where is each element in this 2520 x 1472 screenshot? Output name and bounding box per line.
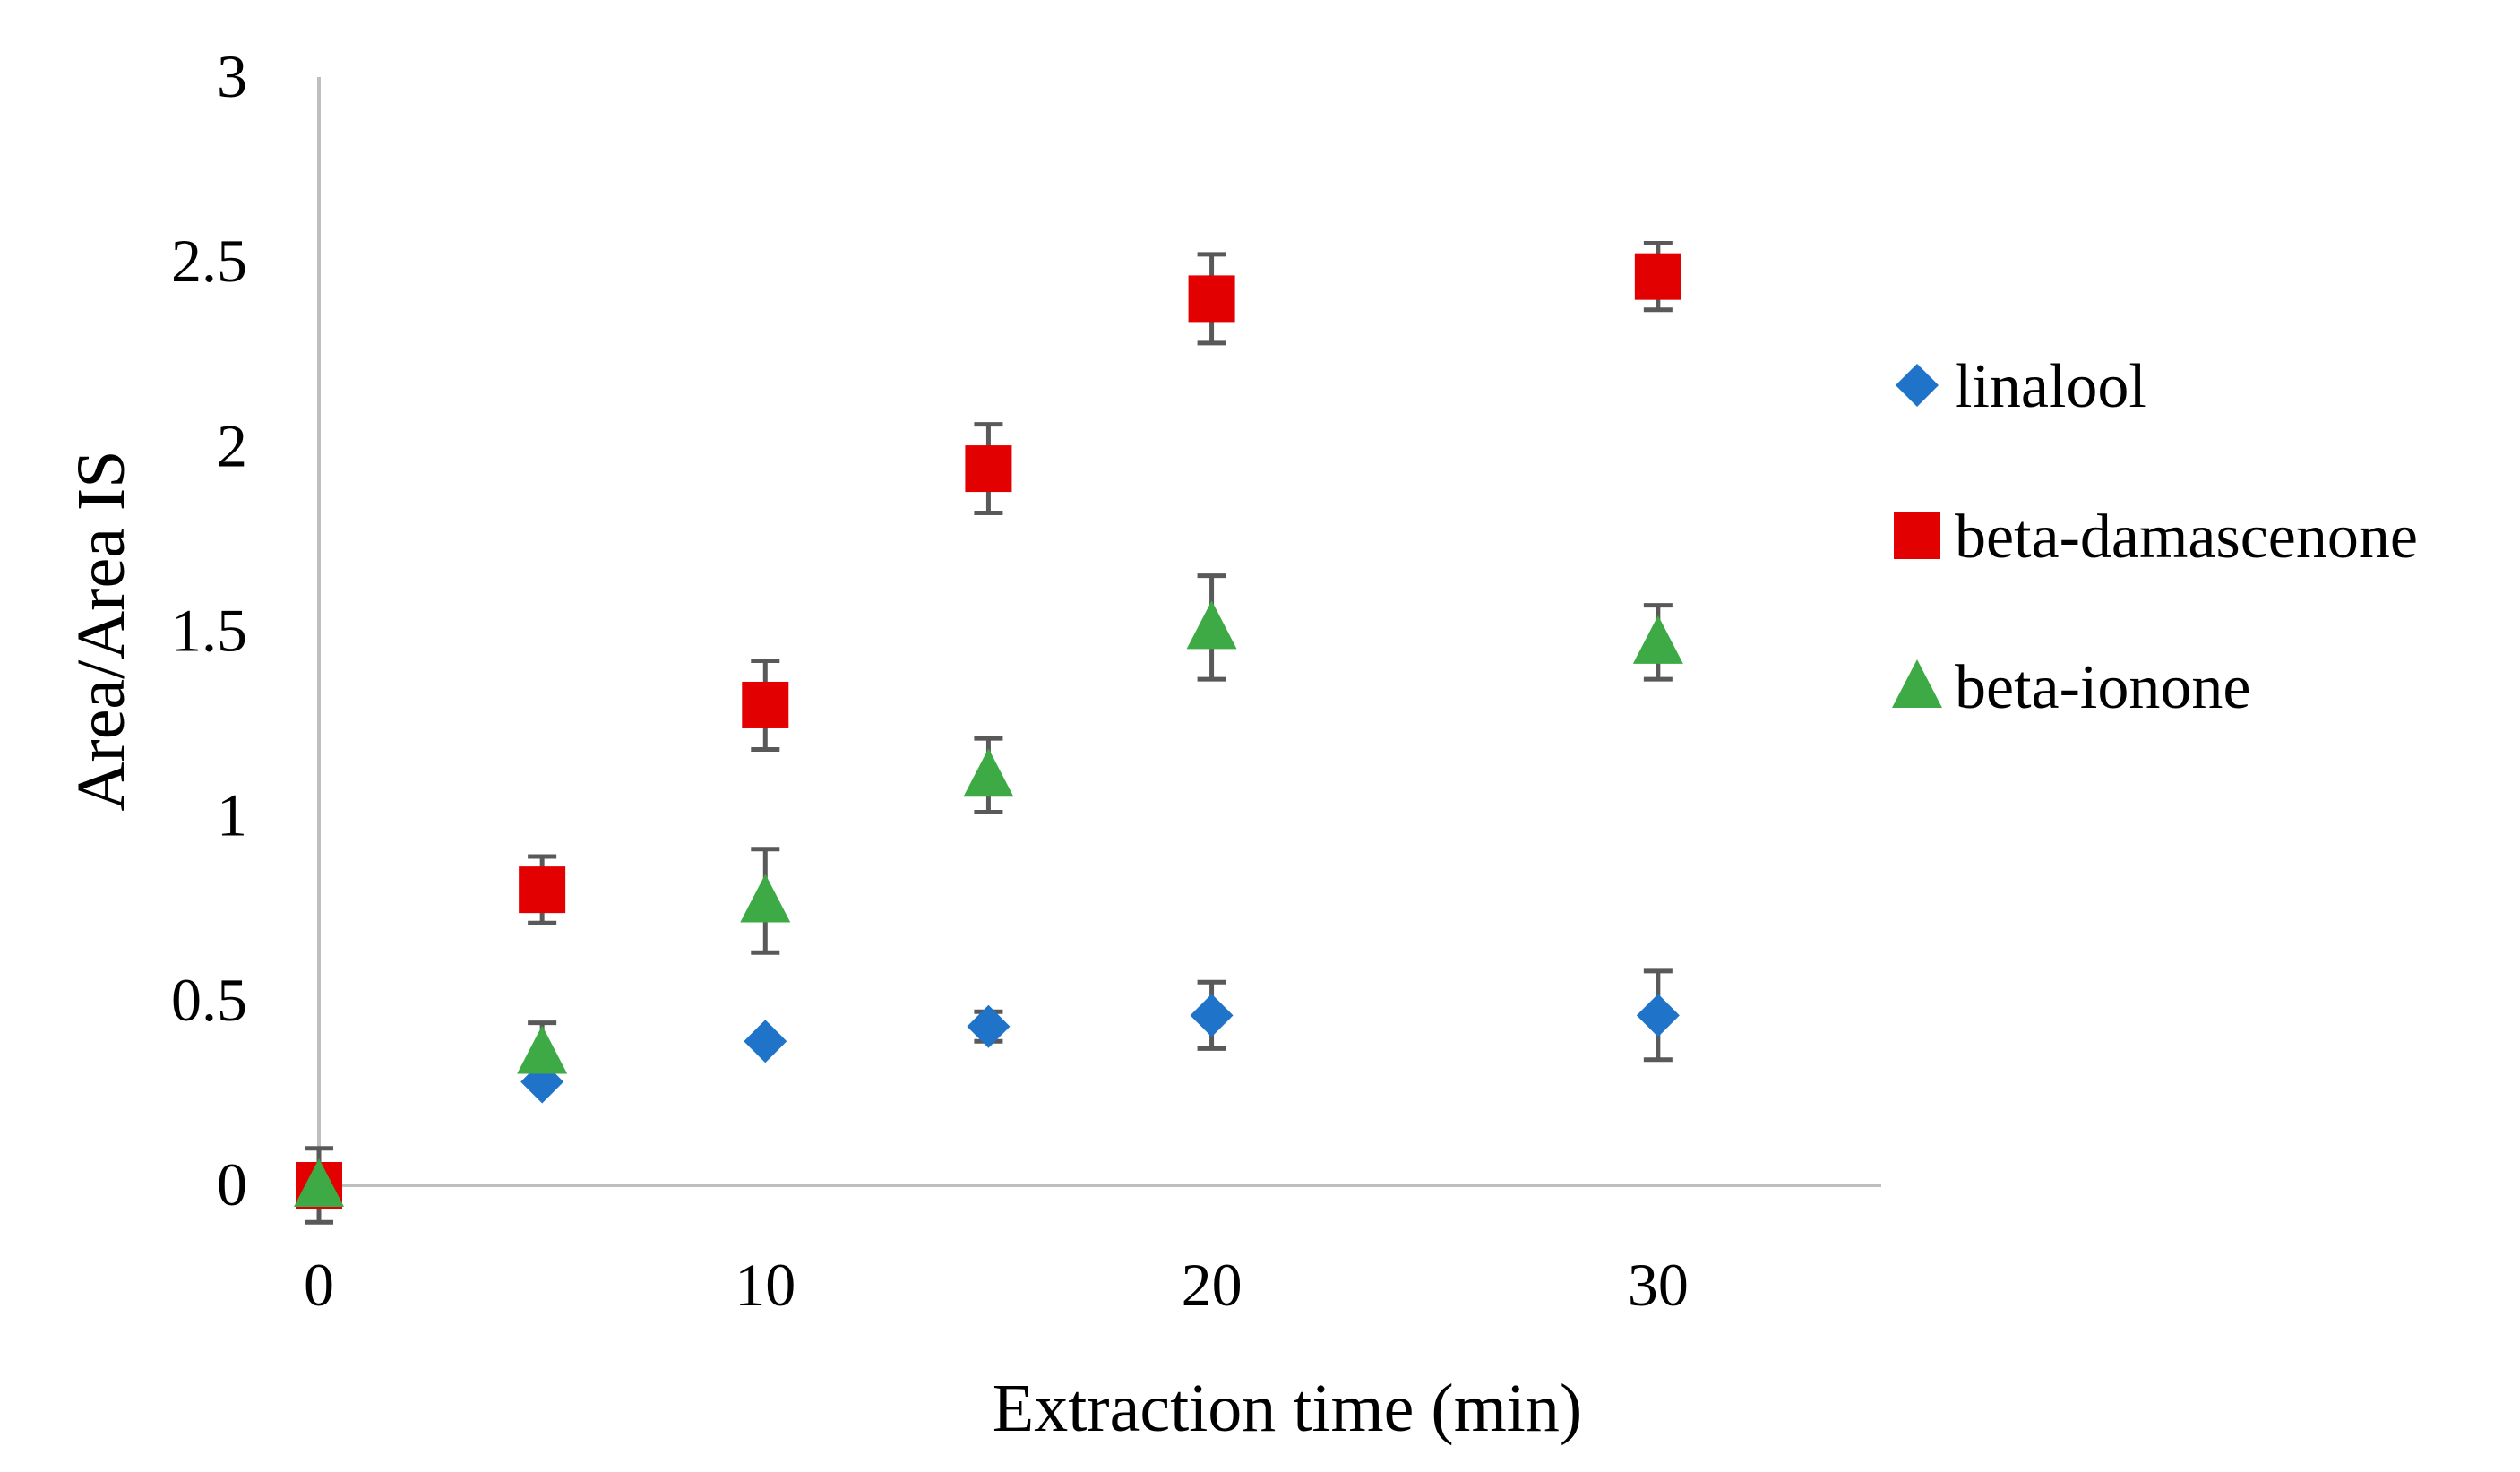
x-tick-label: 0 xyxy=(304,1251,334,1319)
y-tick-label: 2.5 xyxy=(171,227,247,295)
y-tick-label: 1.5 xyxy=(171,597,247,665)
legend: linalool beta-damascenone beta-ionone xyxy=(1892,352,2418,722)
y-axis-title: Area/Area IS xyxy=(64,450,139,811)
y-tick-label: 2 xyxy=(217,411,247,479)
legend-marker-linalool xyxy=(1896,364,1939,407)
beta-damascenone-point xyxy=(1188,275,1235,323)
beta-damascenone-point xyxy=(742,681,789,728)
beta-ionone-point xyxy=(1632,615,1683,664)
y-tick-label: 3 xyxy=(217,42,247,110)
beta-damascenone-point xyxy=(519,866,566,914)
beta-ionone-point xyxy=(963,748,1014,797)
beta-ionone-point xyxy=(740,874,791,923)
y-tick-label: 0 xyxy=(217,1150,247,1218)
beta-damascenone-point xyxy=(965,445,1012,493)
legend-label: beta-ionone xyxy=(1955,653,2250,722)
x-tick-label: 10 xyxy=(735,1251,796,1319)
beta-ionone-point xyxy=(1186,600,1237,650)
y-tick-label: 1 xyxy=(217,781,247,849)
linalool-point xyxy=(744,1020,787,1063)
x-tick-label: 20 xyxy=(1182,1251,1243,1319)
beta-ionone-point xyxy=(517,1025,568,1074)
x-axis-title: Extraction time (min) xyxy=(993,1371,1582,1446)
y-tick-label: 0.5 xyxy=(171,966,247,1034)
legend-marker-beta-damascenone xyxy=(1894,512,1940,559)
data-points xyxy=(294,253,1683,1209)
linalool-point xyxy=(967,1004,1011,1048)
legend-label: linalool xyxy=(1955,352,2146,421)
x-tick-label: 30 xyxy=(1628,1251,1689,1319)
tick-labels: 00.511.522.530 10 20 30 xyxy=(171,42,1689,1319)
beta-damascenone-point xyxy=(1634,253,1681,300)
beta-ionone-point xyxy=(294,1158,344,1207)
error-bars xyxy=(305,241,1673,1225)
legend-marker-beta-ionone xyxy=(1892,659,1942,708)
axes xyxy=(317,77,1881,1187)
linalool-point xyxy=(1636,994,1680,1037)
linalool-point xyxy=(1190,994,1234,1037)
legend-label: beta-damascenone xyxy=(1955,503,2418,572)
